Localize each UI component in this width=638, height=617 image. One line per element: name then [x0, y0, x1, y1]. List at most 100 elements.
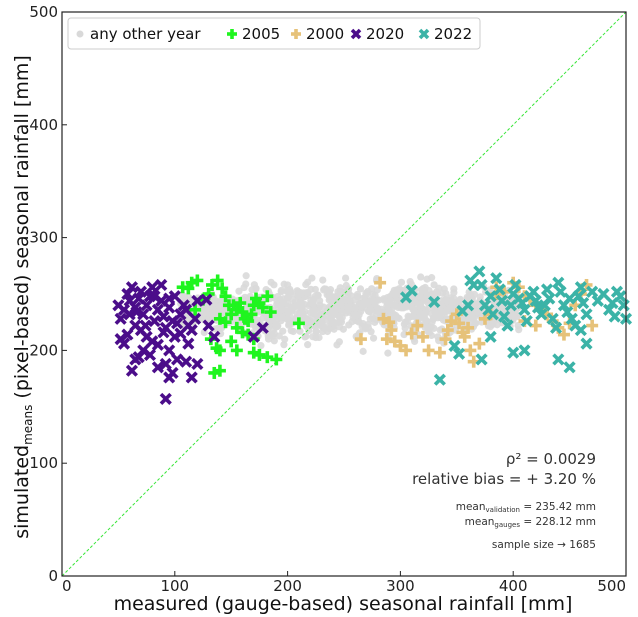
other-year-point	[316, 301, 324, 309]
other-year-point	[318, 320, 326, 328]
other-year-point	[455, 296, 464, 304]
other-year-point	[515, 326, 523, 334]
other-year-point	[351, 312, 359, 320]
point-2020	[125, 281, 139, 294]
other-year-point	[411, 337, 419, 346]
point-2020	[168, 290, 181, 303]
other-year-point	[215, 303, 224, 311]
y-tick-label: 0	[48, 567, 58, 585]
y-tick-label: 100	[29, 454, 58, 472]
other-year-point	[334, 301, 342, 309]
point-2000	[462, 321, 475, 334]
other-year-point	[326, 309, 334, 317]
point-2022	[540, 283, 554, 296]
mean-gauges-stat: meangauges = 228.12 mm	[465, 516, 596, 529]
point-2005	[253, 348, 266, 361]
other-year-point	[369, 334, 378, 342]
y-axis-label: simulatedmeans (pixel-based) seasonal ra…	[11, 55, 35, 539]
other-year-point	[397, 278, 406, 286]
point-2022	[462, 299, 475, 312]
other-year-point	[362, 289, 370, 297]
other-year-point	[212, 311, 220, 319]
other-year-point	[425, 329, 433, 337]
other-year-point	[405, 313, 413, 321]
point-2000	[374, 276, 387, 289]
series-2022	[399, 265, 633, 386]
other-year-point	[356, 285, 365, 293]
point-2022	[490, 272, 503, 285]
point-2005	[245, 308, 258, 321]
other-year-point	[296, 327, 304, 335]
x-tick-label: 0	[62, 577, 72, 595]
legend-marker-other-year	[76, 30, 84, 38]
other-year-point	[304, 341, 312, 349]
legend-label: 2022	[434, 25, 472, 43]
point-2020	[151, 361, 164, 374]
point-2005	[189, 303, 202, 316]
other-year-point	[355, 318, 363, 326]
other-year-point	[447, 298, 455, 306]
other-year-point	[279, 299, 288, 307]
point-2005	[225, 335, 238, 348]
legend-marker-2005	[227, 29, 237, 39]
point-2022	[597, 287, 610, 301]
point-2000	[416, 330, 429, 343]
point-2022	[405, 284, 418, 297]
point-2020	[185, 371, 198, 384]
point-2022	[448, 339, 461, 352]
other-year-point	[326, 294, 335, 302]
other-year-point	[422, 309, 430, 317]
other-year-point	[450, 289, 458, 297]
point-2020	[157, 310, 170, 323]
other-year-point	[358, 302, 366, 310]
point-2022	[549, 321, 563, 334]
point-2000	[385, 324, 398, 337]
other-year-point	[235, 287, 243, 295]
point-2020	[151, 338, 164, 351]
other-year-point	[279, 327, 287, 335]
x-tick-label: 400	[499, 577, 528, 595]
other-year-point	[327, 318, 335, 327]
point-2005	[261, 290, 274, 303]
other-year-point	[470, 290, 479, 299]
other-year-point	[318, 310, 326, 318]
stats-annotation: ρ² = 0.0029 relative bias = + 3.20 % mea…	[412, 450, 596, 551]
point-2022	[495, 294, 508, 307]
other-year-point	[259, 314, 267, 322]
point-2000	[464, 344, 477, 357]
point-2020	[208, 330, 221, 343]
other-year-point	[296, 311, 304, 319]
point-2022	[565, 312, 578, 325]
point-2022	[580, 337, 593, 350]
other-year-point	[415, 308, 424, 317]
other-year-point	[273, 293, 282, 301]
other-year-point	[215, 324, 223, 332]
point-2022	[574, 281, 587, 294]
point-2000	[441, 324, 454, 337]
other-year-point	[430, 290, 439, 298]
other-year-point	[380, 296, 388, 304]
legend-label: 2005	[242, 25, 280, 43]
legend-marker-2020	[350, 28, 362, 40]
point-2022	[518, 344, 531, 357]
other-year-point	[384, 349, 392, 357]
other-year-point	[373, 304, 382, 312]
point-2000	[433, 346, 446, 359]
point-2022	[608, 310, 621, 323]
point-2020	[202, 319, 215, 332]
sample-size-stat: sample size → 1685	[492, 539, 596, 551]
other-year-point	[342, 274, 350, 282]
other-year-point	[287, 327, 295, 335]
point-2022	[473, 265, 486, 278]
point-2022	[574, 324, 587, 337]
other-year-point	[309, 333, 317, 341]
other-year-point	[365, 307, 373, 315]
point-2020	[159, 392, 172, 405]
point-2022	[535, 308, 548, 321]
legend-marker-2022	[418, 28, 430, 40]
point-2022	[527, 285, 540, 298]
point-2020	[163, 344, 176, 357]
other-year-point	[359, 347, 367, 355]
other-year-point	[417, 273, 425, 281]
point-2022	[520, 314, 533, 328]
